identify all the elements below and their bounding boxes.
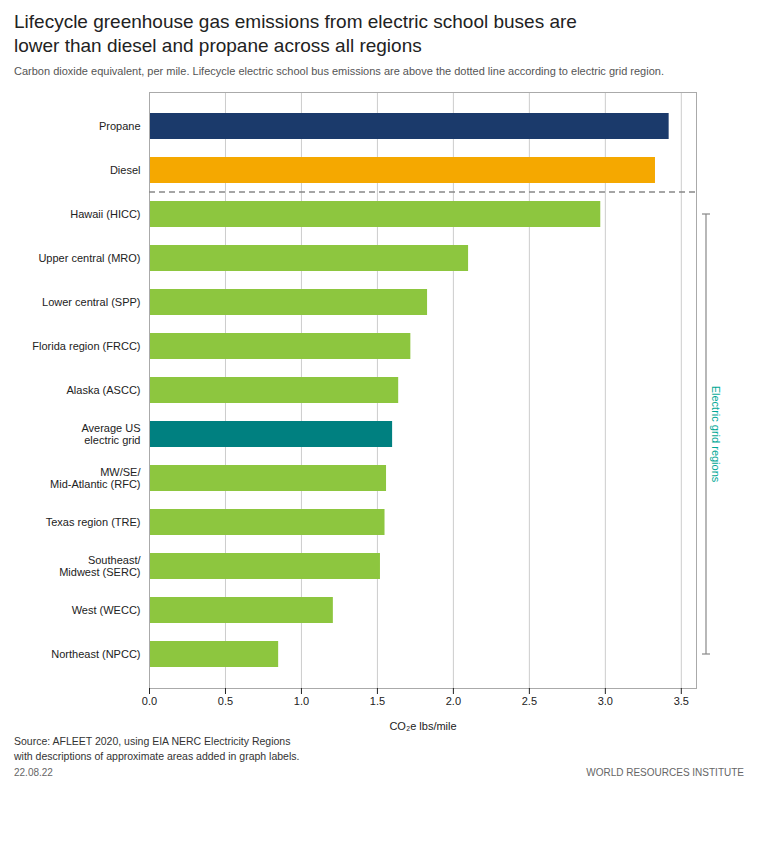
svg-text:Hawaii (HICC): Hawaii (HICC) xyxy=(70,209,140,221)
svg-text:Lower central (SPP): Lower central (SPP) xyxy=(42,297,140,309)
svg-text:Texas region (TRE): Texas region (TRE) xyxy=(46,517,141,529)
svg-text:Upper central (MRO): Upper central (MRO) xyxy=(38,253,140,265)
svg-text:Northeast (NPCC): Northeast (NPCC) xyxy=(51,649,140,661)
svg-text:2.5: 2.5 xyxy=(522,696,537,708)
svg-text:Average USelectric grid: Average USelectric grid xyxy=(81,423,140,447)
svg-text:1.5: 1.5 xyxy=(370,696,385,708)
svg-text:West (WECC): West (WECC) xyxy=(72,605,141,617)
svg-text:2.0: 2.0 xyxy=(446,696,461,708)
svg-text:1.0: 1.0 xyxy=(294,696,309,708)
html-text:WORLD RESOURCES INSTITUTE: WORLD RESOURCES INSTITUTE xyxy=(586,766,744,778)
svg-text:Electric grid regions: Electric grid regions xyxy=(710,386,722,483)
svg-text:Florida region (FRCC): Florida region (FRCC) xyxy=(32,341,140,353)
html-text:Source: AFLEET 2020, using EIA: Source: AFLEET 2020, using EIA NERC Elec… xyxy=(14,735,300,762)
html-text:22.08.22: 22.08.22 xyxy=(14,766,53,778)
svg-text:0.5: 0.5 xyxy=(218,696,233,708)
svg-text:0.0: 0.0 xyxy=(142,696,157,708)
html-text:Lifecycle greenhouse gas emiss: Lifecycle greenhouse gas emissions from … xyxy=(14,11,577,56)
svg-text:3.5: 3.5 xyxy=(674,696,689,708)
svg-text:Southeast/Midwest (SERC): Southeast/Midwest (SERC) xyxy=(59,555,141,579)
svg-text:3.0: 3.0 xyxy=(598,696,613,708)
svg-text:Alaska (ASCC): Alaska (ASCC) xyxy=(67,385,141,397)
svg-text:MW/SE/Mid-Atlantic (RFC): MW/SE/Mid-Atlantic (RFC) xyxy=(50,467,141,491)
html-text:Carbon dioxide equivalent, per: Carbon dioxide equivalent, per mile. Lif… xyxy=(14,64,664,77)
svg-text:CO₂e lbs/mile: CO₂e lbs/mile xyxy=(389,720,456,732)
svg-text:Diesel: Diesel xyxy=(110,165,141,177)
svg-text:Propane: Propane xyxy=(99,121,141,133)
